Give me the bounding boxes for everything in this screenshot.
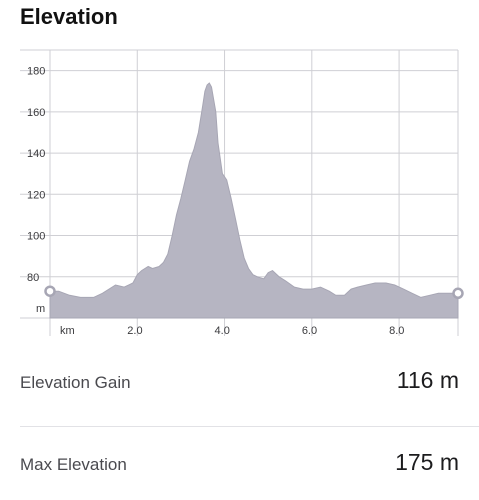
y-tick-label: 140 [27,148,45,160]
x-tick-label: 6.0 [302,325,317,337]
stat-row-max-elevation: Max Elevation 175 m [20,437,459,497]
y-unit-label: m [36,303,45,315]
chart-area-layer [49,82,459,319]
start-marker [44,285,56,297]
y-tick-label: 160 [27,107,45,119]
elevation-area [49,82,459,319]
y-tick-label: 120 [27,189,45,201]
chart-markers [44,285,464,300]
max-elevation-label: Max Elevation [20,455,127,474]
y-tick-label: 100 [27,231,45,243]
stat-row-elevation-gain: Elevation Gain 116 m [20,355,459,415]
elevation-chart: m km 80 100 120 140 160 180 2.0 4.0 6.0 8.0 [20,49,464,337]
elevation-gain-label: Elevation Gain [20,373,131,392]
page-title: Elevation [20,4,118,29]
stat-divider [20,426,479,427]
chart-labels: m km 80 100 120 140 160 180 2.0 4.0 6.0 8.0 [27,66,404,337]
elevation-gain-value: 116 m [396,367,459,393]
x-tick-label: 2.0 [127,325,142,337]
x-tick-label: 4.0 [215,325,230,337]
y-tick-label: 80 [27,272,39,284]
y-tick-label: 180 [27,66,45,78]
end-marker [452,287,464,300]
x-tick-label: 8.0 [389,325,404,337]
max-elevation-value: 175 m [395,449,459,475]
x-unit-label: km [60,325,75,337]
